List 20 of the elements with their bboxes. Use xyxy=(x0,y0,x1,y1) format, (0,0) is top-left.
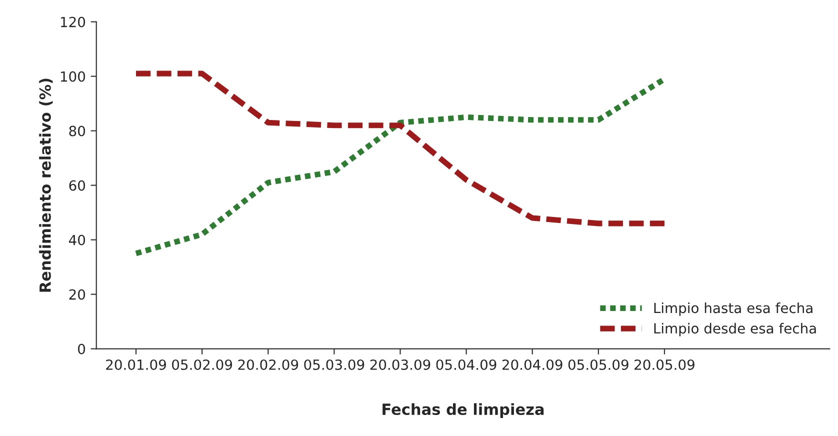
y-tick-label: 60 xyxy=(69,180,86,191)
x-tick-label: 05.04.09 xyxy=(436,359,496,370)
y-tick-label: 100 xyxy=(60,71,86,82)
x-tick-label: 20.01.09 xyxy=(106,359,166,370)
x-tick-label: 05.05.09 xyxy=(568,359,628,370)
x-tick-label: 05.03.09 xyxy=(304,359,364,370)
x-axis-title: Fechas de limpieza xyxy=(382,403,544,418)
y-tick-label: 0 xyxy=(78,344,86,354)
x-tick-label: 20.04.09 xyxy=(502,359,562,370)
x-tick-label: 05.02.09 xyxy=(172,359,232,370)
y-axis-title: Rendimiento relativo (%) xyxy=(39,78,53,292)
y-tick-label: 80 xyxy=(69,126,86,136)
x-tick-label: 20.05.09 xyxy=(634,359,694,370)
x-tick-label: 20.02.09 xyxy=(238,359,298,370)
x-tick-label: 20.03.09 xyxy=(370,359,430,370)
y-tick-label: 20 xyxy=(69,289,86,300)
legend-label: Limpio desde esa fecha xyxy=(654,322,816,336)
y-tick-label: 120 xyxy=(60,16,86,28)
legend-label: Limpio hasta esa fecha xyxy=(654,302,812,316)
y-tick-label: 40 xyxy=(68,234,86,246)
